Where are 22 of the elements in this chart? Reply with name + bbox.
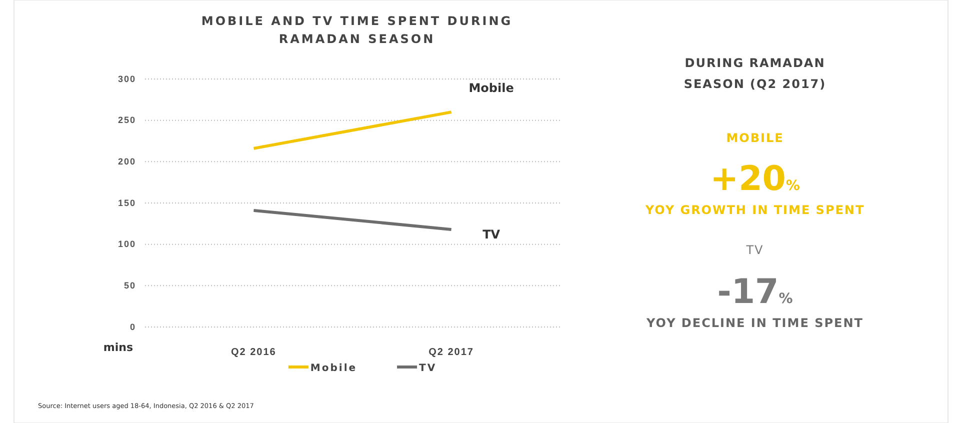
y-tick-label: 100 [118,239,136,250]
text: -17% [717,272,793,312]
text: TV [745,243,764,257]
x-tick-label: Q2 2016 [231,347,276,358]
y-tick-label: 150 [118,198,136,208]
x-tick-label: Q2 2017 [428,347,474,358]
text: Mobile [468,81,514,96]
legend-label: TV [419,363,437,374]
text: +20% [710,159,800,199]
chart-title: MOBILE AND TV TIME SPENT DURING RAMADAN SEASON [201,14,513,46]
y-tick-label: 250 [118,115,136,126]
text: DURING RAMADAN SEASON (Q2 2017) [684,56,826,91]
y-tick-label: 200 [118,156,136,167]
legend-label: Mobile [310,363,358,374]
text: YOY DECLINE IN TIME SPENT [646,316,864,330]
text: YOY GROWTH IN TIME SPENT [644,203,865,217]
text: TV [482,227,500,242]
y-axis-title: mins [103,341,134,354]
y-tick-label: 50 [124,280,136,291]
y-tick-label: 0 [130,322,136,332]
y-tick-label: 300 [118,74,136,84]
text: MOBILE [726,131,784,145]
